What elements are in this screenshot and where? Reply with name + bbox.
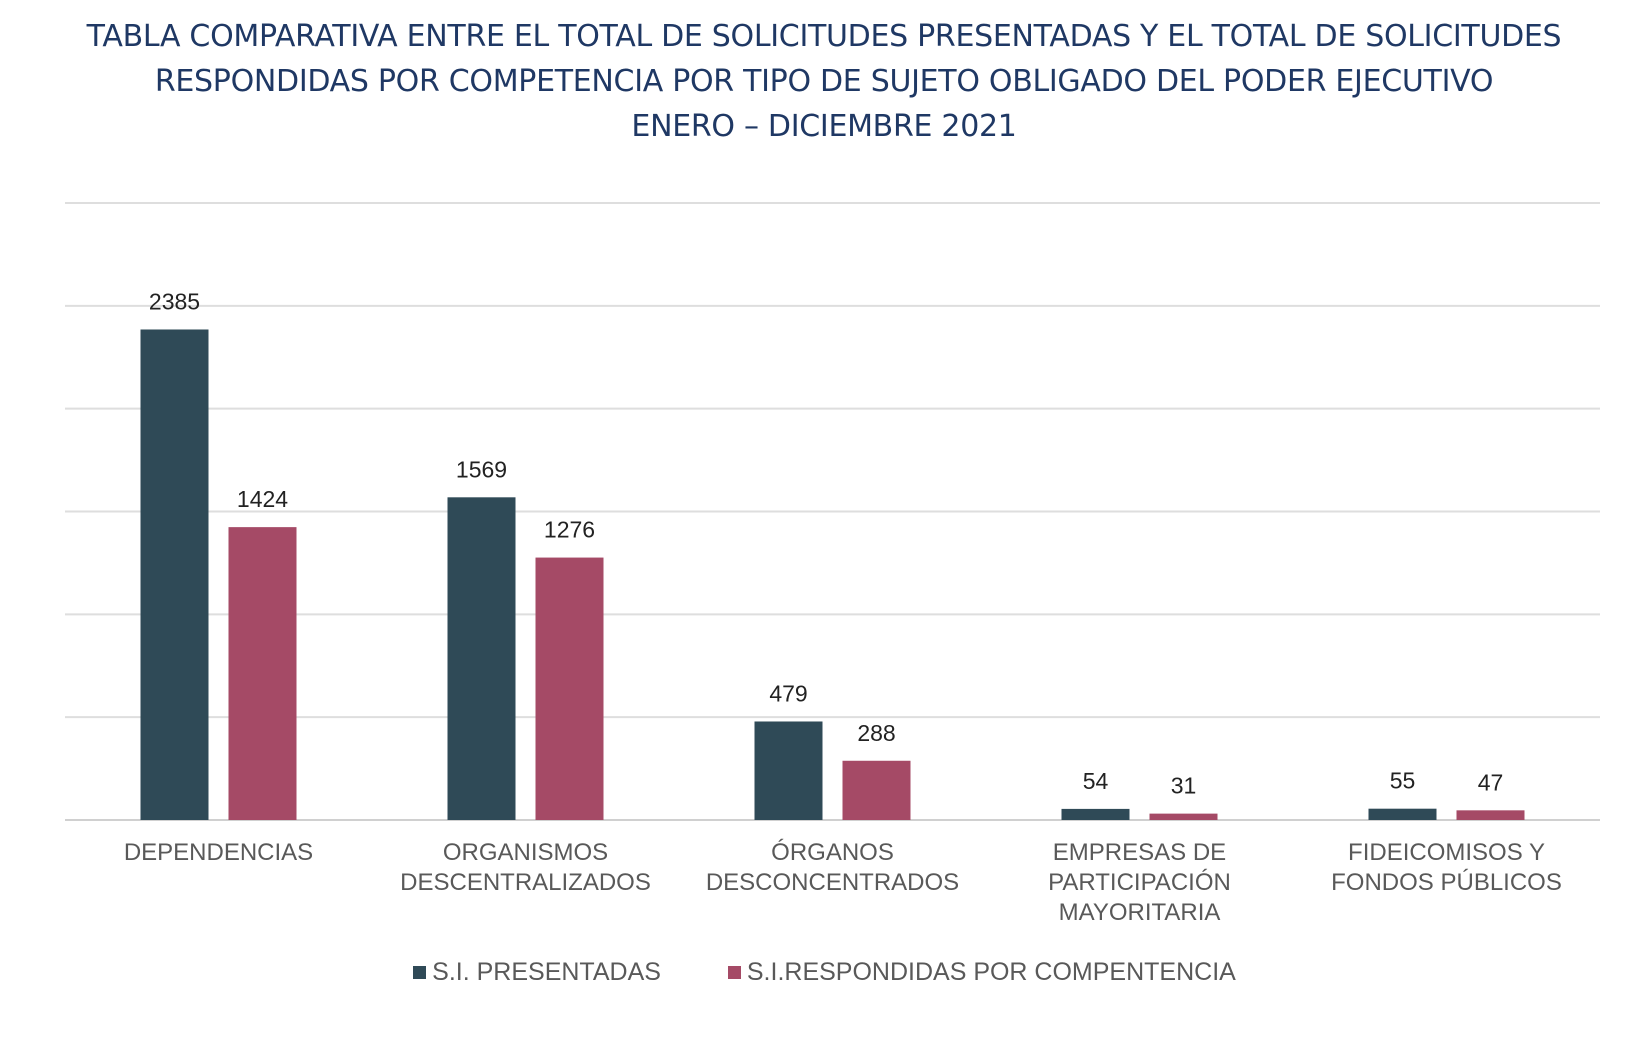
data-label-presentadas-4: 55 xyxy=(1390,768,1416,794)
data-label-presentadas-0: 2385 xyxy=(149,288,200,314)
data-label-respondidas-4: 47 xyxy=(1478,769,1504,795)
legend-swatch-respondidas xyxy=(727,966,741,979)
data-label-presentadas-1: 1569 xyxy=(456,456,507,482)
category-label-1-line-0: ORGANISMOS xyxy=(443,839,608,866)
bar-presentadas-3 xyxy=(1061,808,1130,820)
data-label-respondidas-2: 288 xyxy=(857,720,895,746)
legend-item-respondidas: S.I.RESPONDIDAS POR COMPENTENCIA xyxy=(727,958,1236,987)
chart-title: TABLA COMPARATIVA ENTRE EL TOTAL DE SOLI… xyxy=(0,14,1649,149)
legend-label-respondidas: S.I.RESPONDIDAS POR COMPENTENCIA xyxy=(746,958,1236,986)
bar-presentadas-0 xyxy=(140,329,209,820)
legend-swatch-presentadas xyxy=(413,966,427,979)
bar-respondidas-1 xyxy=(535,557,604,820)
chart-title-line-3: ENERO – DICIEMBRE 2021 xyxy=(631,109,1017,144)
bar-respondidas-2 xyxy=(842,760,911,820)
legend-label-presentadas: S.I. PRESENTADAS xyxy=(432,958,661,986)
category-label-3-line-1: PARTICIPACIÓN xyxy=(1048,869,1231,896)
data-label-respondidas-3: 31 xyxy=(1171,773,1197,799)
category-label-4-line-1: FONDOS PÚBLICOS xyxy=(1331,869,1562,896)
chart-legend: S.I. PRESENTADAS S.I.RESPONDIDAS POR COM… xyxy=(0,958,1649,987)
bar-respondidas-3 xyxy=(1149,813,1218,820)
bar-presentadas-4 xyxy=(1368,808,1437,820)
chart-title-line-2: RESPONDIDAS POR COMPETENCIA POR TIPO DE … xyxy=(154,64,1494,99)
data-label-presentadas-3: 54 xyxy=(1083,768,1109,794)
data-label-respondidas-1: 1276 xyxy=(544,517,595,543)
legend-item-presentadas: S.I. PRESENTADAS xyxy=(413,958,661,987)
data-label-presentadas-2: 479 xyxy=(769,680,807,706)
category-label-1-line-1: DESCENTRALIZADOS xyxy=(400,869,651,896)
category-label-3-line-2: MAYORITARIA xyxy=(1059,899,1221,926)
category-label-4-line-0: FIDEICOMISOS Y xyxy=(1348,839,1545,866)
bar-presentadas-1 xyxy=(447,497,516,820)
bar-presentadas-2 xyxy=(754,721,823,820)
category-label-0-line-0: DEPENDENCIAS xyxy=(124,839,313,866)
bar-respondidas-0 xyxy=(228,527,297,820)
category-label-2-line-0: ÓRGANOS xyxy=(771,839,894,866)
chart-title-line-1: TABLA COMPARATIVA ENTRE EL TOTAL DE SOLI… xyxy=(86,19,1562,54)
category-label-2-line-1: DESCONCENTRADOS xyxy=(706,869,959,896)
bar-respondidas-4 xyxy=(1456,810,1525,820)
category-label-3-line-0: EMPRESAS DE xyxy=(1053,839,1226,866)
data-label-respondidas-0: 1424 xyxy=(237,486,288,512)
